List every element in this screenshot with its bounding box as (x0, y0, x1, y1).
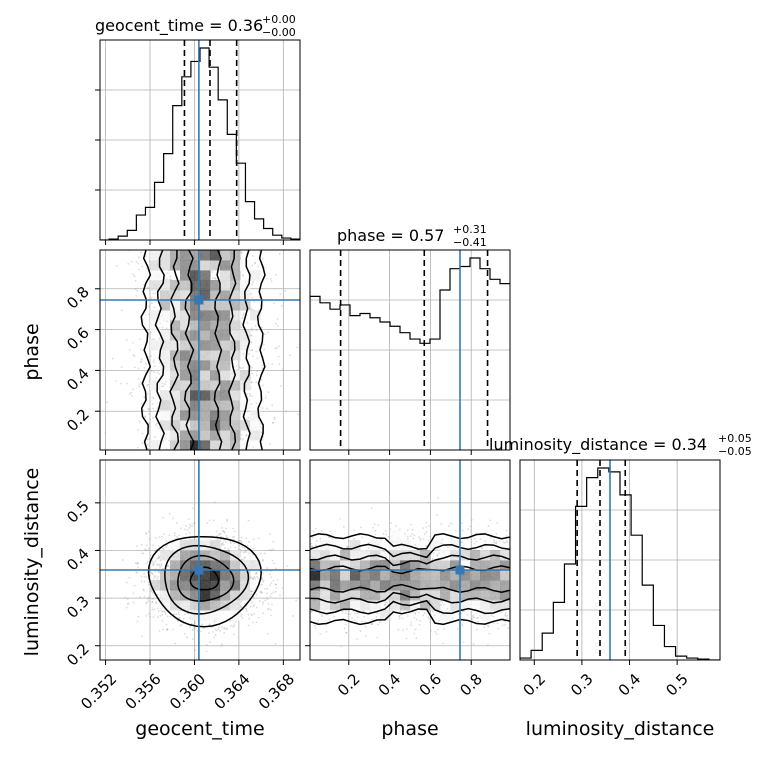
svg-text:+0.00: +0.00 (262, 13, 296, 26)
grid (310, 250, 510, 450)
x-tick-label-phase: 0.6 (416, 670, 446, 700)
x-tick-label-geocent_time: 0.364 (211, 670, 254, 713)
x-tick-label-luminosity_distance: 0.3 (567, 670, 597, 700)
contour (310, 583, 510, 594)
y-tick-label-phase: 0.4 (63, 365, 93, 395)
title-phase: phase = 0.57 +0.31 −0.41 (337, 223, 487, 249)
density-geocent_time-luminosity_distance (121, 501, 298, 653)
contour (256, 250, 266, 450)
svg-text:−0.05: −0.05 (718, 445, 752, 458)
x-tick-label-geocent_time: 0.352 (77, 670, 120, 713)
grid (100, 40, 300, 240)
density-geocent_time-phase (104, 250, 299, 450)
contour (310, 608, 510, 626)
svg-text:luminosity_distance = 0.34: luminosity_distance = 0.34 (489, 435, 707, 455)
contour (164, 544, 250, 615)
contour (310, 554, 510, 567)
contour (169, 250, 180, 450)
density-phase-luminosity_distance (310, 497, 510, 647)
x-tick-label-luminosity_distance: 0.4 (615, 670, 645, 700)
contour (310, 543, 510, 559)
histogram-geocent_time (100, 47, 300, 240)
title-geocent-time: geocent_time = 0.36 +0.00 −0.00 (95, 13, 296, 39)
svg-text:+0.05: +0.05 (718, 432, 752, 445)
scatter-panel-geocent_time-phase (99, 249, 301, 451)
x-axis-label-phase: phase (381, 718, 438, 740)
histogram-phase (310, 257, 510, 450)
contour (177, 554, 235, 602)
truth-marker (194, 295, 204, 305)
grid (520, 460, 720, 660)
truth-marker (194, 565, 204, 575)
x-tick-label-geocent_time: 0.356 (122, 670, 165, 713)
y-tick-label-luminosity_distance: 0.4 (63, 545, 93, 575)
contour (183, 250, 195, 450)
y-tick-label-phase: 0.2 (63, 405, 93, 435)
contour (227, 250, 237, 450)
contour (242, 250, 251, 450)
svg-text:+0.31: +0.31 (453, 223, 487, 236)
x-tick-label-phase: 0.2 (334, 670, 364, 700)
title-luminosity-distance: luminosity_distance = 0.34 +0.05 −0.05 (489, 432, 752, 458)
contour (154, 250, 165, 450)
histogram-panel-luminosity_distance (519, 459, 721, 661)
x-tick-label-luminosity_distance: 0.2 (519, 670, 549, 700)
x-axis-label-luminosity-distance: luminosity_distance (526, 718, 715, 740)
y-axis-label-phase: phase (21, 323, 43, 380)
y-tick-label-luminosity_distance: 0.5 (63, 497, 93, 527)
x-tick-label-phase: 0.8 (456, 670, 486, 700)
contour (310, 599, 510, 615)
histogram-panel-phase (309, 249, 511, 451)
y-tick-label-luminosity_distance: 0.3 (63, 592, 93, 622)
y-axis-label-luminosity-distance: luminosity_distance (21, 468, 43, 657)
scatter-panel-geocent_time-luminosity_distance (99, 459, 301, 661)
scatter-panel-phase-luminosity_distance (309, 459, 511, 661)
svg-text:−0.00: −0.00 (262, 26, 296, 39)
y-tick-label-luminosity_distance: 0.2 (63, 640, 93, 670)
svg-text:phase = 0.57: phase = 0.57 (337, 226, 444, 245)
y-tick-label-phase: 0.8 (63, 283, 93, 313)
histogram-luminosity_distance (520, 467, 720, 660)
svg-text:−0.41: −0.41 (453, 236, 487, 249)
contour (310, 591, 510, 604)
contour (213, 250, 223, 450)
x-tick-label-phase: 0.4 (375, 670, 405, 700)
x-tick-label-geocent_time: 0.360 (166, 670, 209, 713)
svg-text:geocent_time = 0.36: geocent_time = 0.36 (95, 16, 263, 36)
x-axis-label-geocent-time: geocent_time (135, 718, 264, 740)
contour (147, 535, 262, 628)
truth-marker (455, 565, 465, 575)
x-tick-label-geocent_time: 0.368 (255, 670, 298, 713)
x-tick-label-luminosity_distance: 0.5 (662, 670, 692, 700)
y-tick-label-phase: 0.6 (63, 324, 93, 354)
contour (140, 250, 152, 450)
contour (310, 532, 510, 550)
